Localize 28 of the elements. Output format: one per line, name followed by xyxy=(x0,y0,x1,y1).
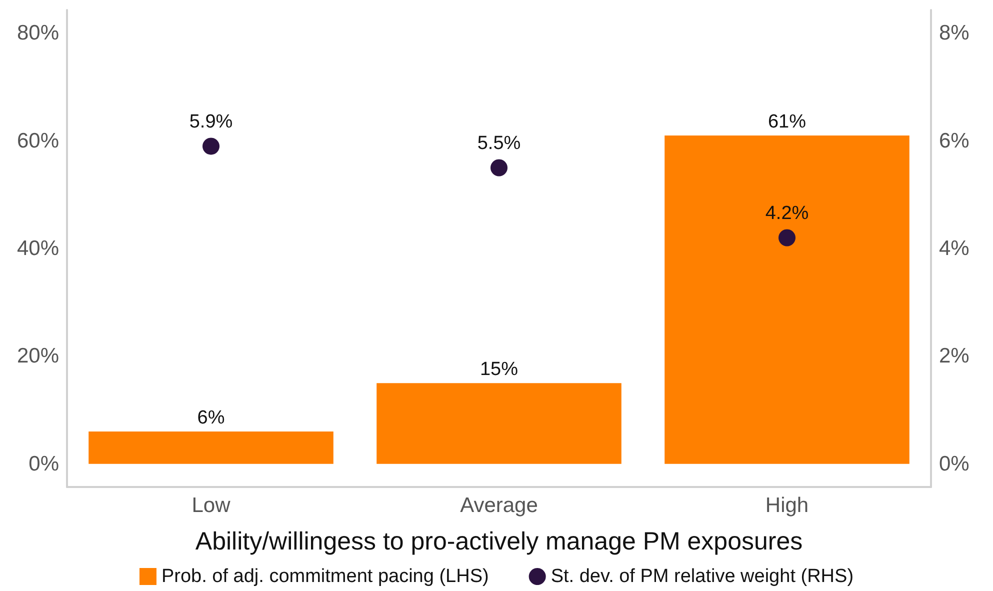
y2-tick-label: 8% xyxy=(939,22,970,45)
point xyxy=(490,159,508,176)
y2-tick-label: 4% xyxy=(939,237,970,260)
y-tick-label: 0% xyxy=(28,452,59,476)
data-label: 5.9% xyxy=(189,112,233,133)
y-tick-label: 60% xyxy=(16,129,59,152)
data-label: 6% xyxy=(197,408,225,429)
legend-label: Prob. of adj. commitment pacing (LHS) xyxy=(161,566,489,587)
bar xyxy=(88,432,334,464)
bar xyxy=(376,383,622,464)
y2-tick-label: 6% xyxy=(939,129,970,152)
data-label: 15% xyxy=(480,359,518,380)
point xyxy=(778,229,796,246)
x-tick-label: Average xyxy=(460,494,538,517)
y-tick-label: 40% xyxy=(16,237,59,260)
y-tick-label: 80% xyxy=(16,22,59,45)
data-label: 61% xyxy=(768,111,806,132)
bar xyxy=(664,135,910,464)
y2-tick-label: 2% xyxy=(939,344,970,368)
point xyxy=(202,138,220,155)
x-tick-label: High xyxy=(765,494,809,517)
x-tick-label: Low xyxy=(192,494,232,517)
y2-tick-label: 0% xyxy=(939,452,970,476)
data-label: 5.5% xyxy=(477,133,521,154)
x-axis-title: Ability/willingess to pro-actively manage PM exposures xyxy=(195,528,803,556)
legend-label: St. dev. of PM relative weight (RHS) xyxy=(550,566,854,587)
y-tick-label: 20% xyxy=(16,344,59,368)
data-label: 4.2% xyxy=(765,203,809,224)
